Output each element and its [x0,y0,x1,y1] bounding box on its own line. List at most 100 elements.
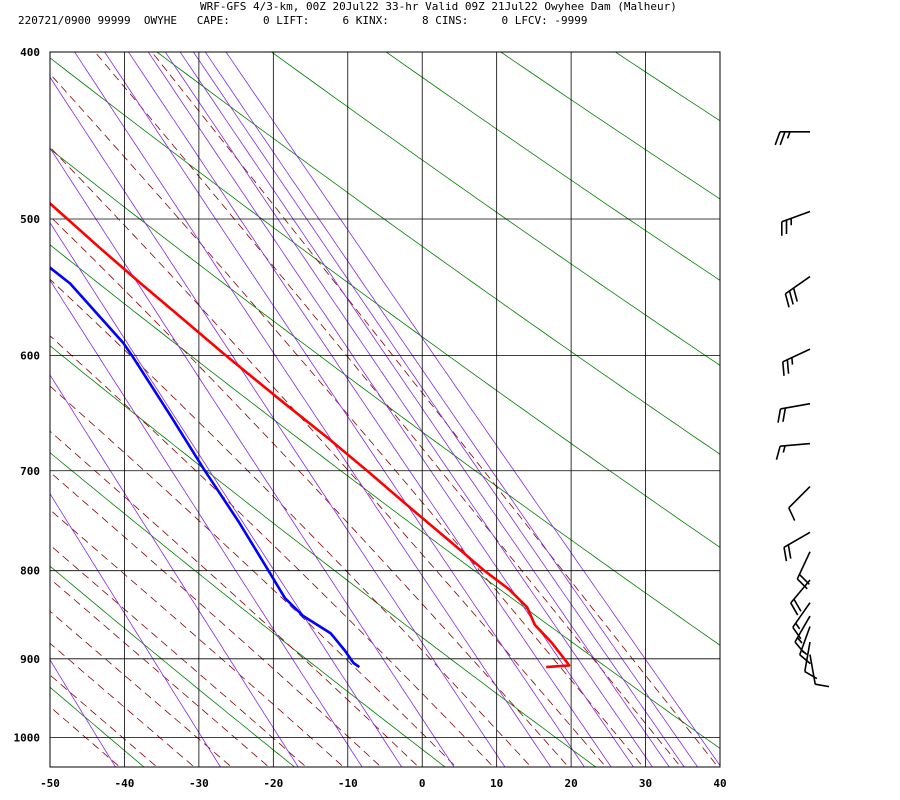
temperature-axis: -50 -40 -30 -20 -10 0 10 20 30 40 [40,777,727,790]
temperature-tick--20: -20 [263,777,283,790]
mixing-ratio-line [104,52,585,767]
wind-barb-half-flag [800,649,808,656]
moist-adiabat [50,674,158,767]
wind-barb [798,626,811,665]
mixing-ratio-line [147,52,634,767]
wind-barb-flag [775,445,781,460]
pressure-tick-900: 900 [20,653,40,666]
wind-barb-staff [796,551,811,580]
wind-barb-half-flag [795,622,801,630]
mixing-ratio-line [50,279,363,767]
wind-barb-staff [788,486,811,509]
wind-barb-flag [779,131,786,146]
dry-adiabat [50,148,720,646]
chart-title: WRF-GFS 4/3-km, 00Z 20Jul22 33-hr Valid … [200,0,677,13]
moist-adiabat [50,385,457,767]
wind-barbs [774,130,830,688]
wind-barb-flag [774,131,781,146]
mixing-ratio-line [225,52,720,767]
moist-adiabat [50,509,345,767]
wind-barb [788,486,811,521]
wind-barb-flag [799,654,811,665]
wind-barb-flag [815,683,830,688]
wind-barb [790,579,811,616]
dewpoint-profile [50,266,361,669]
mixing-ratio-line [179,52,670,767]
temperature-profile [50,201,571,669]
moist-adiabat [50,610,233,767]
moist-adiabat [50,544,307,767]
wind-barb-half-flag [782,445,786,453]
moist-adiabat [50,578,270,767]
isotherm-grid [50,52,720,767]
wind-barb-flag [782,407,787,422]
dry-adiabat [385,52,720,281]
mixing-ratio-line [50,221,403,767]
mixing-ratio-line [50,492,221,767]
temperature-tick-10: 10 [490,777,503,790]
wind-barb-flag [804,670,818,680]
mixing-ratio-line [50,147,455,767]
dry-adiabat [50,565,295,767]
mixing-ratio-line [50,374,299,767]
wind-barb [783,531,811,562]
wind-barb-flag [777,408,782,423]
mixing-ratio-line [128,52,612,767]
wind-barb [782,348,811,376]
temperature-tick--50: -50 [40,777,60,790]
moist-adiabat [50,215,570,767]
wind-barb-staff [809,654,816,685]
pressure-tick-1000: 1000 [14,732,41,745]
wind-barb-flag [792,626,802,640]
pressure-tick-800: 800 [20,565,40,578]
pressure-axis: 400 500 600 700 800 900 1000 [14,46,41,745]
wind-barb-half-flag [791,357,794,365]
stability-indices: 220721/0900 99999 OWYHE CAPE: 0 LIFT: 6 … [18,14,588,27]
background-lines [50,52,720,767]
wind-barb [784,275,811,308]
wind-barb-flag [788,507,796,521]
profiles [50,201,571,669]
temperature-tick-30: 30 [639,777,652,790]
pressure-tick-700: 700 [20,465,40,478]
mixing-ratio-line [50,76,506,767]
wind-barb-flag [793,598,802,612]
wind-barb-flag [786,359,790,374]
dry-adiabat [156,52,720,455]
dry-adiabat [271,52,720,366]
dry-adiabat [50,452,446,767]
mixing-ratio-line [50,659,116,767]
wind-barb [777,402,811,423]
wind-barb [809,654,830,688]
mixing-ratio-line [164,52,653,767]
wind-barb-half-flag [796,637,803,644]
moist-adiabat [94,52,682,767]
wind-barb-half-flag [786,131,791,139]
dry-adiabat [500,52,720,200]
moist-adiabat [50,73,644,767]
mixing-ratio-line [193,52,685,767]
dry-adiabat [50,345,596,767]
temperature-tick--40: -40 [115,777,135,790]
moist-adiabat [50,146,607,767]
wind-barb-staff [798,626,811,655]
wind-barb-flag [784,293,790,308]
wind-barb [774,130,810,146]
temperature-tick-0: 0 [419,777,426,790]
moist-adiabat [50,471,382,767]
dry-adiabat [615,52,720,122]
wind-barb [780,210,811,236]
wind-barb [775,442,811,460]
dry-adiabat [50,244,720,749]
wind-barb-flag [790,602,799,616]
wind-barb-staff [804,641,811,672]
wind-barb-flag [787,544,792,559]
wind-barb-flag [783,547,788,562]
dry-adiabat [50,57,720,548]
wind-barb [792,602,811,640]
wind-barb-flag [782,361,785,376]
pressure-tick-400: 400 [20,46,40,59]
pressure-tick-600: 600 [20,349,40,362]
isobar-grid [50,51,720,739]
